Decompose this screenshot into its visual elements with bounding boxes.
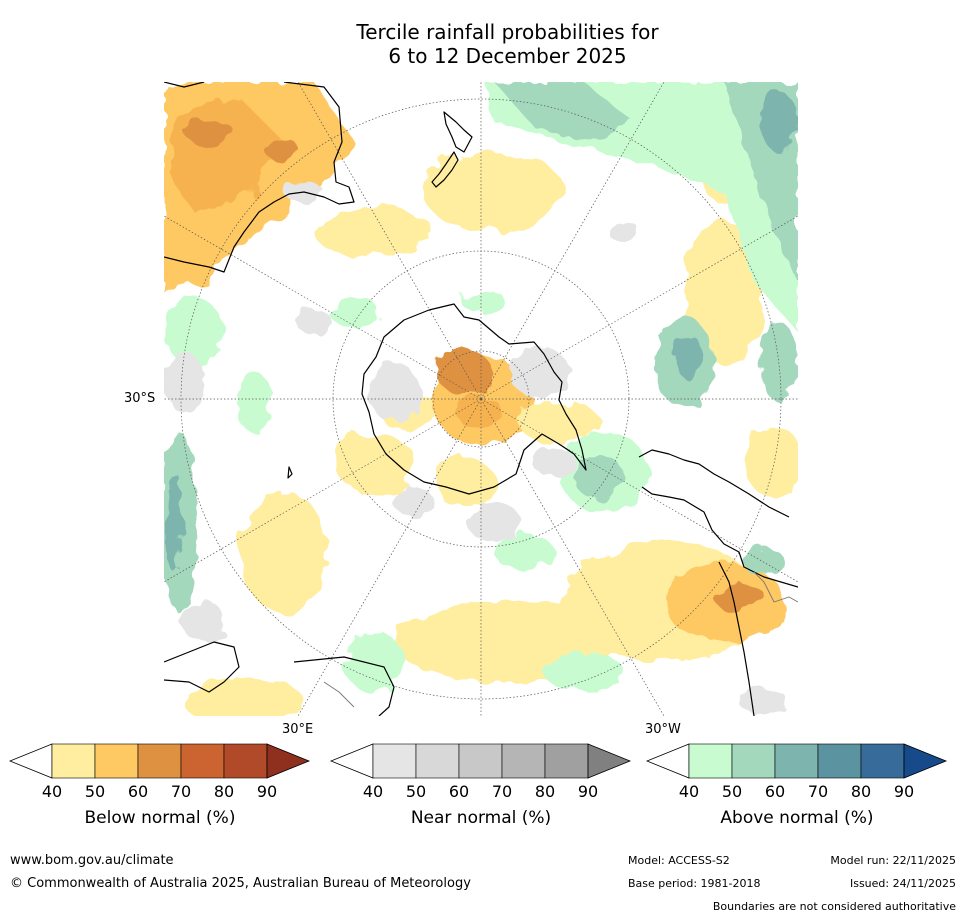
ticks-above: 40 50 60 70 80 90 [647, 782, 947, 802]
issued-text: Issued: 24/11/2025 [849, 877, 956, 890]
colorbar-near-bin-1 [372, 743, 417, 779]
disclaimer-text: Boundaries are not considered authoritat… [712, 900, 956, 913]
colorbar-below-under [8, 743, 53, 779]
base-period-text: Base period: 1981-2018 [628, 877, 761, 890]
lon-label-30e: 30°E [282, 722, 314, 737]
legend-above-normal: 40 50 60 70 80 90 Above normal (%) [645, 742, 948, 842]
colorbar-near-bin-4 [501, 743, 546, 779]
legend-label-near: Near normal (%) [410, 808, 552, 828]
below-normal-regions [164, 82, 798, 716]
ticks-near: 40 50 60 70 80 90 [331, 782, 631, 802]
colorbar-above-bin-2 [731, 743, 776, 779]
tick-above-70: 70 [807, 782, 829, 801]
africa-coastline [164, 641, 395, 716]
legend-below-normal: 40 50 60 70 80 90 Below normal (%) [8, 742, 311, 842]
legend-label-below: Below normal (%) [84, 808, 236, 828]
country-borders [323, 571, 798, 708]
tick-near-70: 70 [491, 782, 513, 801]
map-title: Tercile rainfall probabilities for 6 to … [0, 20, 965, 68]
tick-below-50: 50 [84, 782, 106, 801]
colorbar-near-over [587, 743, 632, 779]
tick-near-80: 80 [534, 782, 556, 801]
colorbar-near-under [329, 743, 374, 779]
colorbar-near-bin-3 [458, 743, 503, 779]
legend-near-normal: 40 50 60 70 80 90 Near normal (%) [329, 742, 632, 842]
coastlines [164, 82, 798, 716]
colorbar-below-bin-5 [223, 743, 268, 779]
new-zealand-north-coastline [443, 111, 473, 153]
colorbar-below-bin-4 [180, 743, 225, 779]
colorbar-near-bin-5 [544, 743, 589, 779]
colorbar-above-under [645, 743, 690, 779]
australia-coastline [164, 82, 355, 273]
lat-label-30s: 30°S [124, 391, 156, 406]
colorbar-below [8, 743, 311, 779]
probability-map[interactable] [164, 82, 798, 716]
graticule [164, 82, 798, 716]
colorbar-above-bin-3 [774, 743, 819, 779]
lon-label-30w: 30°W [645, 722, 681, 737]
ticks-below: 40 50 60 70 80 90 [10, 782, 310, 802]
copyright-text: © Commonwealth of Australia 2025, Austra… [10, 876, 471, 891]
legend-label-above: Above normal (%) [720, 808, 874, 828]
tick-above-40: 40 [678, 782, 700, 801]
colorbar-below-bin-2 [94, 743, 139, 779]
colorbar-above-over [903, 743, 948, 779]
tick-above-90: 90 [893, 782, 915, 801]
tick-above-50: 50 [721, 782, 743, 801]
colorbar-above-bin-5 [860, 743, 905, 779]
colorbar-above-bin-1 [688, 743, 733, 779]
tick-above-80: 80 [850, 782, 872, 801]
model-text: Model: ACCESS-S2 [628, 854, 730, 867]
colorbar-above [645, 743, 948, 779]
above-normal-regions [164, 82, 798, 692]
tick-below-60: 60 [127, 782, 149, 801]
website-link[interactable]: www.bom.gov.au/climate [10, 853, 174, 868]
tick-below-80: 80 [213, 782, 235, 801]
tick-below-90: 90 [256, 782, 278, 801]
colorbar-below-bin-1 [51, 743, 96, 779]
title-line-2: 6 to 12 December 2025 [388, 44, 627, 68]
tick-near-50: 50 [405, 782, 427, 801]
colorbar-below-bin-3 [137, 743, 182, 779]
madagascar-coastline [287, 466, 293, 479]
model-run-text: Model run: 22/11/2025 [830, 854, 956, 867]
title-line-1: Tercile rainfall probabilities for [356, 20, 659, 44]
colorbar-near [329, 743, 632, 779]
new-zealand-south-coastline [431, 151, 459, 188]
tick-near-60: 60 [448, 782, 470, 801]
tick-near-40: 40 [362, 782, 384, 801]
south-america-coastline [638, 449, 798, 716]
colorbar-below-over [266, 743, 311, 779]
tick-below-70: 70 [170, 782, 192, 801]
tick-near-90: 90 [577, 782, 599, 801]
map-canvas [164, 82, 798, 716]
colorbar-above-bin-4 [817, 743, 862, 779]
colorbar-near-bin-2 [415, 743, 460, 779]
tick-above-60: 60 [764, 782, 786, 801]
antarctica-coastline [361, 303, 587, 495]
tick-below-40: 40 [41, 782, 63, 801]
